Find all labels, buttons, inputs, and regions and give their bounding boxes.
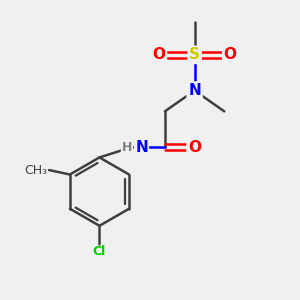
Text: O: O xyxy=(188,140,201,154)
Text: Cl: Cl xyxy=(93,245,106,258)
Text: H: H xyxy=(122,140,132,154)
Text: N: N xyxy=(188,83,201,98)
Text: O: O xyxy=(224,47,237,62)
Text: S: S xyxy=(189,47,200,62)
Text: O: O xyxy=(152,47,165,62)
Text: N: N xyxy=(135,140,148,154)
Text: CH₃: CH₃ xyxy=(25,164,48,177)
